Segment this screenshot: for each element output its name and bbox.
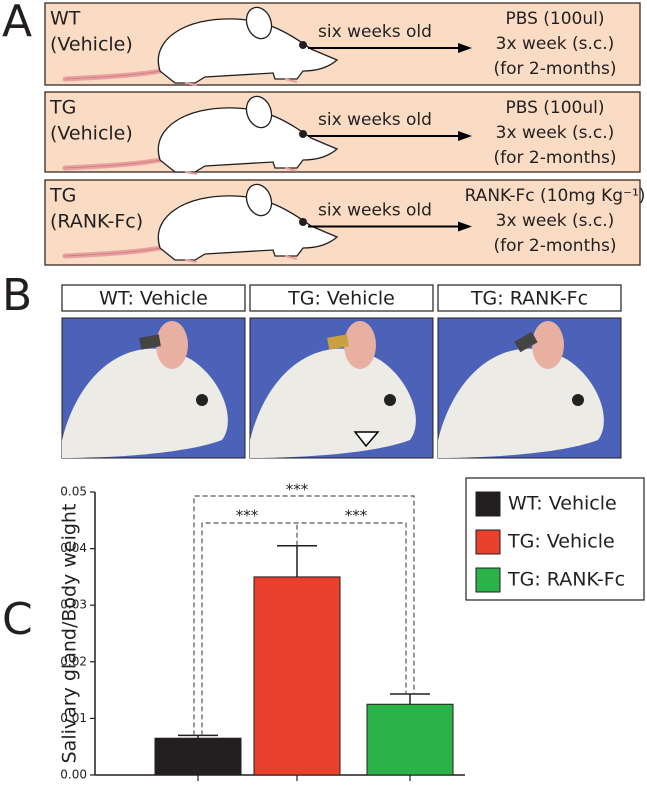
y-tick-label: 0.05 — [60, 485, 87, 499]
photo-eye — [572, 394, 584, 406]
treatment-text: 3x week (s.c.) — [496, 34, 615, 54]
photo-ear — [532, 321, 564, 369]
y-tick-label: 0.00 — [60, 768, 87, 782]
title-box — [437, 284, 622, 312]
significance: *** — [236, 507, 259, 525]
title-box — [249, 284, 434, 312]
y-tick-label: 0.03 — [60, 598, 87, 612]
ear-tag — [327, 334, 349, 350]
group-label: WT — [50, 8, 81, 30]
group-label: (Vehicle) — [50, 123, 133, 145]
y-tick-label: 0.02 — [60, 654, 87, 668]
panel-label: A — [2, 0, 32, 47]
treatment-text: 3x week (s.c.) — [496, 123, 615, 143]
treatment-text: (for 2-months) — [493, 59, 616, 79]
treatment-text: 3x week (s.c.) — [496, 211, 615, 231]
photo-mouse — [62, 348, 228, 458]
row-box — [44, 91, 641, 173]
panel-b: WT: Vehicle TG: Vehicle TG: RANK-Fc — [61, 284, 622, 459]
arrow-label: six weeks old — [318, 22, 432, 42]
y-tick-label: 0.01 — [60, 711, 87, 725]
arrowhead — [458, 221, 472, 232]
arrow-label: six weeks old — [318, 110, 432, 130]
bar — [154, 737, 242, 776]
legend-swatch — [475, 491, 501, 517]
legend-swatch — [475, 529, 501, 555]
significance: *** — [286, 481, 309, 499]
legend-label: TG: Vehicle — [507, 531, 615, 553]
panel-label: C — [2, 594, 33, 645]
arrowhead — [458, 131, 472, 141]
photo-ear — [344, 321, 376, 369]
bar — [366, 703, 454, 776]
photo-ear — [156, 321, 188, 369]
bar — [253, 576, 341, 776]
y-axis-label: Salivary gland/Body weight — [59, 504, 81, 764]
legend-swatch — [475, 567, 501, 593]
group-label: TG — [49, 97, 76, 119]
ear-tag — [139, 334, 161, 350]
photo-mouse — [250, 348, 416, 458]
arrowhead — [458, 43, 472, 53]
photo-eye — [196, 394, 208, 406]
group-label: (Vehicle) — [50, 34, 133, 56]
photo-eye — [384, 394, 396, 406]
group-label: (RANK-Fc) — [50, 211, 143, 233]
image-title: WT: Vehicle — [99, 288, 208, 310]
legend-label: TG: RANK-Fc — [507, 569, 625, 591]
panel-label: B — [2, 270, 32, 321]
group-label: TG — [49, 185, 76, 207]
treatment-text: RANK-Fc (10mg Kg⁻¹) — [465, 186, 646, 206]
treatment-text: PBS (100ul) — [505, 9, 604, 29]
y-tick-label: 0.04 — [60, 541, 87, 555]
panel-c: 0.00 0.01 0.02 0.03 0.04 0.05 Salivary gland/B… — [59, 477, 645, 782]
image-title: TG: RANK-Fc — [470, 288, 588, 310]
photo-mouse — [438, 348, 604, 458]
title-box — [61, 284, 246, 312]
arrowhead — [353, 431, 380, 448]
significance: *** — [345, 507, 368, 525]
ear-tag — [514, 331, 538, 353]
bracket — [201, 522, 407, 736]
arrow-label: six weeks old — [318, 201, 432, 221]
panel-a: WT (Vehicle) six weeks old PBS (100ul) 3x we… — [44, 3, 646, 266]
treatment-text: PBS (100ul) — [505, 98, 604, 118]
image-title: TG: Vehicle — [287, 288, 395, 310]
treatment-text: (for 2-months) — [493, 148, 616, 168]
legend-label: WT: Vehicle — [508, 493, 617, 515]
treatment-text: (for 2-months) — [493, 236, 616, 256]
